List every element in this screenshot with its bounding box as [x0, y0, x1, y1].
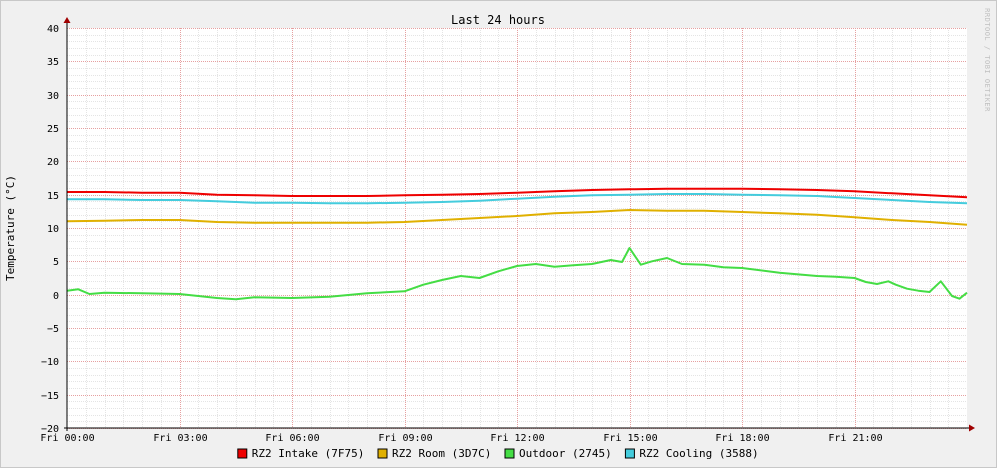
x-tick-label: Fri 21:00: [828, 433, 882, 444]
y-tick-label: −15: [41, 391, 59, 402]
x-tick-label: Fri 06:00: [265, 433, 319, 444]
series-line-4: [67, 193, 968, 205]
y-tick-label: −5: [47, 324, 59, 335]
x-axis-arrow: [969, 424, 975, 432]
y-tick-label: 15: [47, 191, 59, 202]
y-axis-labels: 40 35 30 25 20 15 10 5 0 −5 −10 −15 −20: [41, 24, 59, 435]
legend-label: RZ2 Cooling (3588): [639, 447, 758, 460]
x-tick-label: Fri 09:00: [378, 433, 432, 444]
rrdtool-watermark: RRDTOOL / TOBI OETIKER: [983, 8, 991, 112]
y-tick-label: 30: [47, 91, 59, 102]
y-tick-label: 35: [47, 57, 59, 68]
legend-swatch: [504, 448, 515, 459]
y-axis-arrow: [63, 17, 71, 23]
grid: [67, 28, 967, 429]
legend-swatch: [237, 448, 248, 459]
x-axis-labels: Fri 00:00 Fri 03:00 Fri 06:00 Fri 09:00 Fri …: [40, 433, 882, 444]
chart-title: Last 24 hours: [451, 13, 545, 27]
y-tick-label: 10: [47, 224, 59, 235]
x-tick-label: Fri 12:00: [490, 433, 544, 444]
y-tick-label: −10: [41, 357, 59, 368]
legend-label: Outdoor (2745): [519, 447, 612, 460]
x-tick-label: Fri 03:00: [153, 433, 207, 444]
legend: RZ2 Intake (7F75) RZ2 Room (3D7C) Outdoor …: [237, 447, 759, 460]
legend-swatch: [377, 448, 388, 459]
x-tick-label: Fri 00:00: [40, 433, 94, 444]
y-tick-label: 25: [47, 124, 59, 135]
y-tick-label: 20: [47, 157, 59, 168]
axes: [63, 17, 975, 432]
series-lines: [66, 187, 968, 301]
y-tick-label: 5: [53, 257, 59, 268]
legend-label: RZ2 Room (3D7C): [392, 447, 491, 460]
legend-label: RZ2 Intake (7F75): [252, 447, 365, 460]
series-line-2: [66, 209, 968, 226]
legend-swatch: [624, 448, 635, 459]
y-tick-label: −20: [41, 424, 59, 435]
series-line-1: [67, 187, 968, 199]
y-axis-title: Temperature (°C): [4, 175, 17, 281]
series-line-3: [66, 247, 968, 301]
x-tick-label: Fri 18:00: [715, 433, 769, 444]
x-tick-label: Fri 15:00: [603, 433, 657, 444]
y-tick-label: 0: [53, 291, 59, 302]
y-tick-label: 40: [47, 24, 59, 35]
